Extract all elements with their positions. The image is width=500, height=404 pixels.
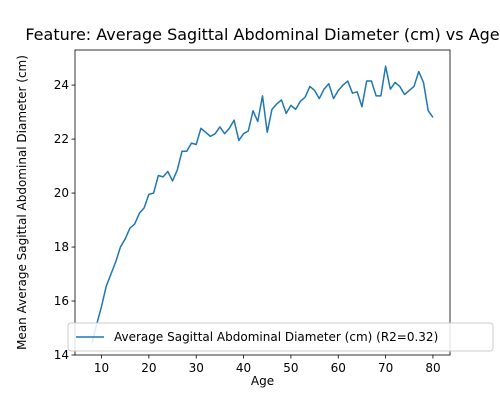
x-tick-label: 10 — [94, 361, 109, 375]
y-axis-ticks: 14 16 18 20 22 24 — [54, 78, 75, 362]
y-tick-label: 16 — [54, 294, 69, 308]
chart-title: Feature: Average Sagittal Abdominal Diam… — [25, 25, 499, 44]
y-axis-label: Mean Average Sagittal Abdominal Diameter… — [15, 55, 29, 350]
x-tick-label: 80 — [425, 361, 440, 375]
plot-area — [74, 49, 451, 356]
y-tick-label: 18 — [54, 240, 69, 254]
x-tick-label: 20 — [141, 361, 156, 375]
y-tick-label: 14 — [54, 348, 69, 362]
x-tick-label: 60 — [331, 361, 346, 375]
series-line-0 — [91, 65, 434, 344]
legend-label: Average Sagittal Abdominal Diameter (cm)… — [114, 330, 438, 344]
x-tick-label: 70 — [378, 361, 393, 375]
y-tick-label: 22 — [54, 132, 69, 146]
legend: Average Sagittal Abdominal Diameter (cm)… — [67, 322, 494, 352]
y-tick-label: 20 — [54, 186, 69, 200]
y-tick-label: 24 — [54, 78, 69, 92]
x-axis-label: Age — [251, 374, 274, 388]
legend-box — [67, 322, 494, 352]
axes-frame — [74, 49, 451, 356]
x-tick-label: 30 — [189, 361, 204, 375]
x-tick-label: 40 — [236, 361, 251, 375]
x-axis-ticks: 10 20 30 40 50 60 70 80 — [94, 355, 441, 375]
x-tick-label: 50 — [283, 361, 298, 375]
